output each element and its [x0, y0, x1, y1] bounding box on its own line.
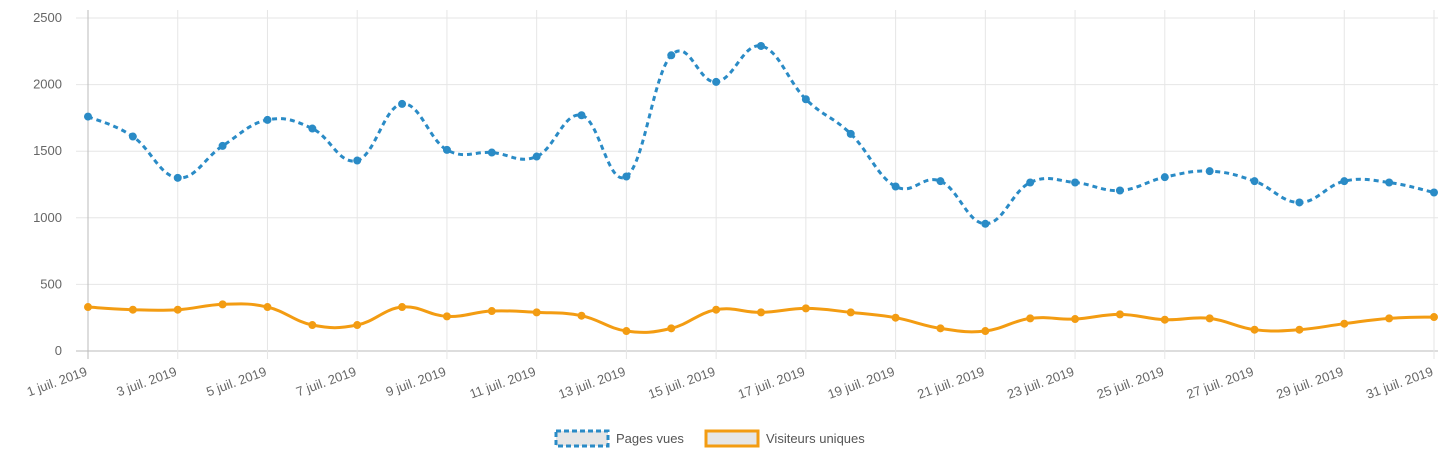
x-tick-label: 17 juil. 2019	[736, 364, 807, 402]
data-point	[1160, 315, 1169, 324]
data-point	[846, 308, 855, 317]
data-point	[487, 307, 496, 316]
y-tick-label: 0	[55, 343, 62, 358]
data-point	[936, 177, 945, 186]
data-point	[1115, 310, 1124, 319]
data-point	[84, 303, 92, 312]
data-point	[1115, 186, 1124, 195]
y-tick-label: 2500	[33, 10, 62, 25]
x-tick-label: 23 juil. 2019	[1005, 364, 1076, 402]
y-tick-label: 500	[40, 276, 62, 291]
data-point	[1071, 315, 1080, 324]
data-point	[487, 148, 496, 157]
data-point	[1295, 325, 1304, 334]
data-point	[1250, 325, 1259, 334]
x-tick-label: 15 juil. 2019	[646, 364, 717, 402]
data-point	[353, 321, 362, 330]
data-point	[1160, 173, 1169, 182]
grid-lines	[76, 10, 1438, 359]
data-point	[218, 300, 227, 309]
legend: Pages vues Visiteurs uniques	[554, 429, 865, 448]
y-tick-label: 1500	[33, 143, 62, 158]
data-point	[1430, 188, 1438, 197]
data-point	[398, 99, 407, 108]
data-point	[1295, 198, 1304, 207]
data-point	[398, 303, 407, 312]
x-tick-label: 27 juil. 2019	[1185, 364, 1256, 402]
x-tick-label: 21 juil. 2019	[915, 364, 986, 402]
data-point	[577, 311, 586, 320]
x-tick-label: 1 juil. 2019	[25, 364, 89, 400]
x-tick-label: 7 juil. 2019	[294, 364, 358, 400]
x-tick-label: 19 juil. 2019	[826, 364, 897, 402]
data-point	[801, 95, 810, 104]
y-tick-label: 1000	[33, 210, 62, 225]
data-point	[846, 129, 855, 138]
data-point	[757, 41, 765, 50]
data-point	[1071, 178, 1080, 187]
data-point	[1205, 314, 1214, 323]
data-point	[218, 141, 227, 150]
data-point	[981, 219, 990, 228]
series-layer	[84, 41, 1438, 336]
x-tick-label: 5 juil. 2019	[204, 364, 268, 400]
series-line-1	[87, 44, 1435, 226]
y-axis-ticks: 0 500 1000 1500 2000 2500	[33, 10, 62, 358]
data-point	[757, 308, 765, 317]
legend-label-1: Pages vues	[616, 431, 684, 446]
data-point	[173, 305, 182, 314]
data-point	[263, 115, 272, 124]
data-point	[981, 327, 990, 336]
data-point	[1340, 319, 1349, 328]
data-point	[1385, 178, 1394, 187]
data-point	[1430, 313, 1438, 322]
data-point	[1026, 178, 1035, 187]
data-point	[128, 305, 137, 314]
data-point	[667, 324, 676, 333]
data-point	[1340, 177, 1349, 186]
series-line-2	[87, 302, 1435, 334]
data-point	[84, 112, 92, 121]
x-tick-label: 25 juil. 2019	[1095, 364, 1166, 402]
data-point	[263, 303, 272, 312]
x-tick-label: 3 juil. 2019	[115, 364, 179, 400]
data-point	[936, 324, 945, 333]
data-point	[1250, 177, 1259, 186]
data-point	[577, 111, 586, 120]
data-point	[712, 305, 721, 314]
x-tick-label: 11 juil. 2019	[468, 364, 538, 402]
data-point	[532, 308, 541, 317]
y-tick-label: 2000	[33, 77, 62, 92]
data-point	[622, 327, 631, 336]
data-point	[308, 124, 317, 133]
data-point	[801, 304, 810, 313]
x-tick-label: 31 juil. 2019	[1364, 364, 1435, 402]
x-tick-label: 13 juil. 2019	[556, 364, 627, 402]
data-point	[442, 312, 451, 321]
data-point	[308, 321, 317, 330]
x-tick-label: 9 juil. 2019	[384, 364, 448, 400]
x-tick-label: 29 juil. 2019	[1274, 364, 1345, 402]
data-point	[1385, 314, 1394, 323]
legend-swatch-1	[554, 429, 610, 448]
data-point	[128, 132, 137, 141]
data-point	[173, 173, 182, 182]
data-point	[353, 156, 362, 165]
data-point	[442, 145, 451, 154]
data-point	[712, 77, 721, 86]
legend-swatch-2	[704, 429, 760, 448]
x-axis-ticks: 1 juil. 2019 3 juil. 2019 5 juil. 2019 7 ju…	[25, 364, 1435, 402]
legend-label-2: Visiteurs uniques	[766, 431, 865, 446]
data-point	[667, 51, 676, 60]
data-point	[532, 152, 541, 161]
data-point	[891, 182, 900, 191]
data-point	[891, 313, 900, 322]
data-point	[622, 172, 631, 181]
data-point	[1026, 314, 1035, 323]
data-point	[1205, 167, 1214, 176]
